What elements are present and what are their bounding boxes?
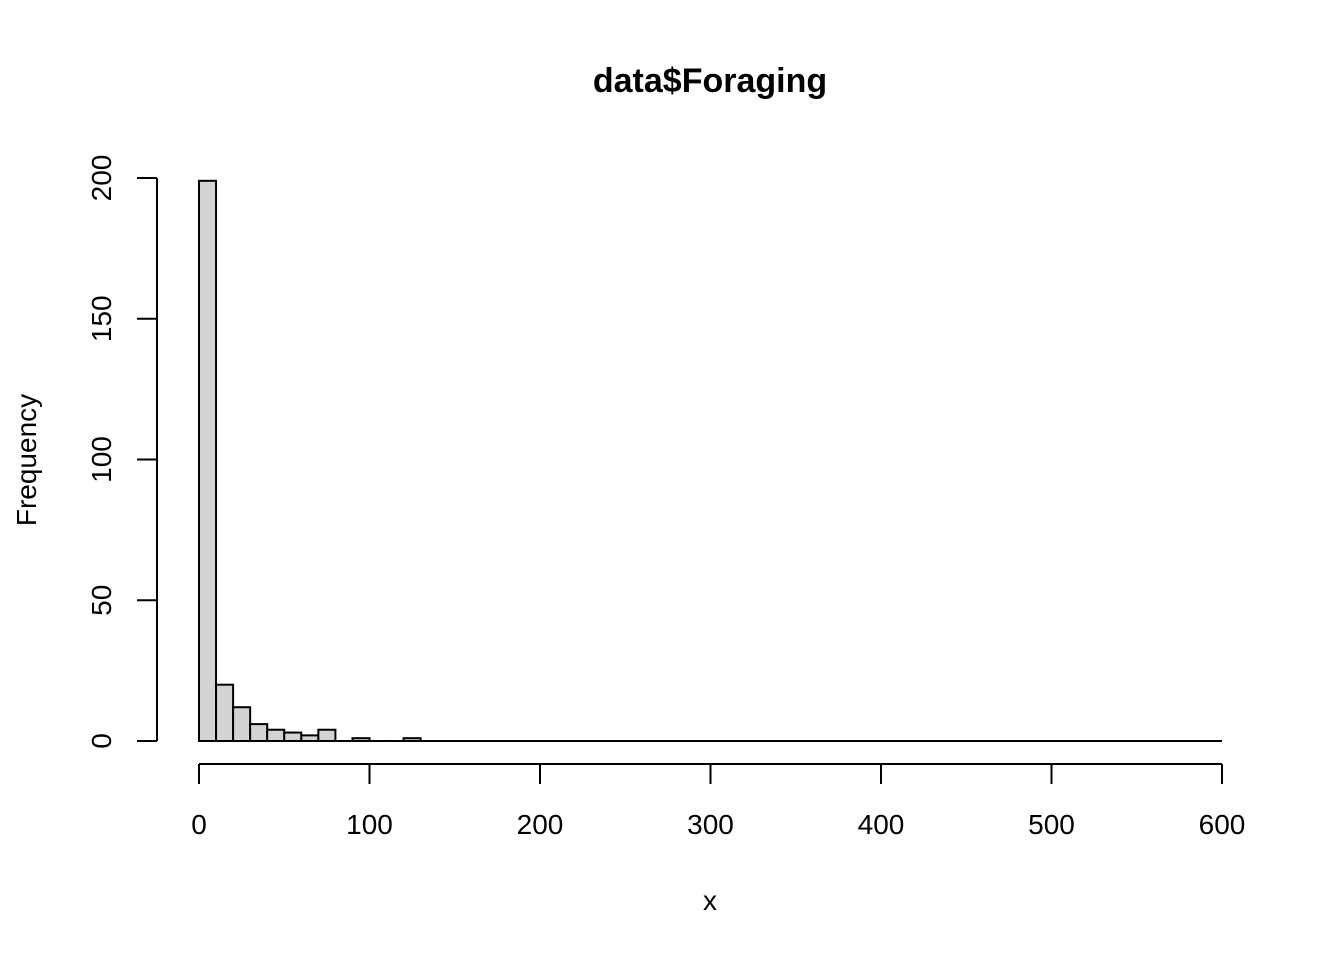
histogram-bar	[249, 723, 269, 742]
bars-group	[198, 179, 1222, 743]
histogram-bar	[351, 737, 371, 742]
histogram-bar	[266, 728, 286, 742]
histogram-bar	[232, 706, 252, 742]
y-tick-label: 0	[86, 733, 117, 749]
x-axis-title: x	[703, 885, 717, 916]
x-tick-label: 500	[1028, 809, 1075, 840]
x-tick-label: 400	[858, 809, 905, 840]
x-axis: 0 100 200 300 400 500 600	[191, 763, 1246, 840]
histogram-bar	[283, 731, 303, 742]
histogram-bar	[300, 734, 320, 742]
y-tick-label: 100	[86, 436, 117, 483]
histogram-bar	[215, 683, 235, 743]
y-axis-title: Frequency	[11, 394, 42, 526]
x-tick-label: 100	[346, 809, 393, 840]
histogram-bar	[402, 737, 422, 742]
y-tick-label: 150	[86, 295, 117, 342]
x-tick-label: 0	[191, 809, 207, 840]
histogram-bar	[317, 728, 337, 742]
y-axis: 0 50 100 150 200	[86, 155, 158, 749]
histogram-bar	[198, 179, 218, 742]
chart-title: data$Foraging	[593, 62, 827, 100]
x-tick-label: 600	[1199, 809, 1246, 840]
y-tick-label: 50	[86, 585, 117, 616]
x-tick-label: 200	[517, 809, 564, 840]
x-tick-label: 300	[687, 809, 734, 840]
y-tick-label: 200	[86, 155, 117, 202]
